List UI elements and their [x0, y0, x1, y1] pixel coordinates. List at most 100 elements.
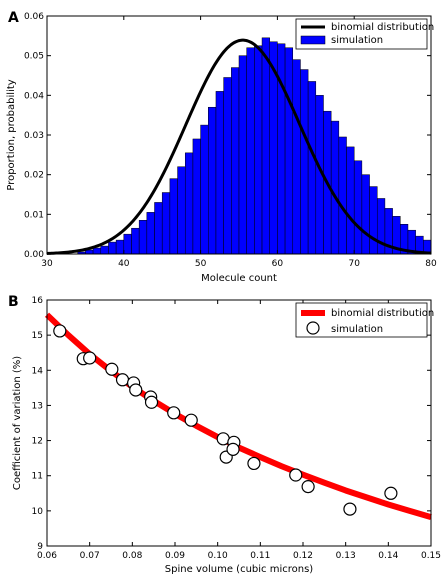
- x-tick-label: 30: [41, 259, 53, 269]
- panel-b-plot-area: [44, 312, 432, 521]
- panel-a-y-label: Proportion, probability: [6, 79, 17, 190]
- simulation-point: [343, 502, 357, 516]
- histogram-bar: [330, 120, 340, 255]
- x-tick-label: 70: [348, 259, 360, 269]
- x-tick-label: 80: [425, 259, 437, 269]
- x-tick-label: 0.06: [37, 551, 57, 561]
- simulation-point: [247, 456, 261, 471]
- panel-b-x-ticks: 0.06 0.07 0.08 0.09 0.10 0.11 0.12 0.13 0.14 0.15: [37, 300, 441, 561]
- histogram-bar: [300, 69, 309, 255]
- simulation-point: [115, 373, 130, 387]
- y-tick-label: 9: [37, 542, 43, 552]
- histogram-bar: [215, 91, 224, 255]
- y-tick-label: 0.00: [24, 250, 44, 260]
- simulation-point: [83, 351, 97, 365]
- x-tick-label: 0.12: [293, 551, 313, 561]
- simulation-point: [184, 413, 198, 427]
- histogram-bar: [100, 245, 109, 255]
- binomial-curve: [44, 312, 432, 521]
- simulation-point: [226, 442, 240, 456]
- y-tick-label: 0.05: [24, 52, 44, 62]
- y-tick-label: 10: [32, 507, 44, 517]
- x-tick-label: 0.13: [336, 551, 356, 561]
- panel-a-x-ticks: 30 40 50 60 70 80: [41, 16, 437, 269]
- panel-a-y-ticks: 0.00 0.01 0.02 0.03 0.04 0.05 0.06: [24, 12, 431, 260]
- panel-b: 0.06 0.07 0.08 0.09 0.10 0.11 0.12 0.13 0.14 0.15…: [12, 296, 441, 575]
- x-tick-label: 0.14: [378, 551, 398, 561]
- simulation-point: [167, 406, 181, 420]
- panel-a-legend-label-simulation: simulation: [331, 35, 383, 46]
- simulation-point: [384, 486, 398, 500]
- y-tick-label: 11: [32, 472, 43, 482]
- panel-a-label: A: [8, 10, 19, 26]
- y-tick-label: 15: [32, 331, 43, 341]
- panel-a-plot-area: [46, 37, 432, 255]
- simulation-point: [53, 324, 67, 338]
- x-tick-label: 0.11: [250, 551, 270, 561]
- panel-b-legend-label-simulation: simulation: [331, 324, 383, 335]
- panel-a: 30 40 50 60 70 80 0.000.010.020.030.040.050.0…: [6, 12, 437, 284]
- histogram-bar: [307, 81, 317, 255]
- simulation-point: [301, 480, 315, 494]
- panel-b-label: B: [8, 294, 19, 310]
- x-tick-label: 0.07: [80, 551, 100, 561]
- histogram-bar: [261, 37, 270, 255]
- histogram-bar: [338, 136, 347, 255]
- simulation-point: [129, 383, 143, 397]
- y-tick-label: 0.01: [24, 210, 44, 220]
- panel-b-legend-marker-swatch: [306, 321, 320, 335]
- histogram-bar: [246, 47, 255, 255]
- histogram-bar: [154, 202, 163, 255]
- y-tick-label: 12: [32, 437, 43, 447]
- histogram-bar: [200, 124, 209, 255]
- y-tick-label: 0.02: [24, 171, 44, 181]
- panel-b-frame: [46, 299, 432, 547]
- x-tick-label: 60: [272, 259, 284, 269]
- histogram-bar: [138, 220, 148, 255]
- histogram-bar: [131, 227, 140, 255]
- histogram-bar: [254, 45, 263, 255]
- binomial-curve: [46, 38, 432, 255]
- y-tick-label: 14: [32, 366, 44, 376]
- panel-a-legend: binomial distribution simulation: [295, 18, 434, 50]
- histogram-bar: [284, 47, 294, 255]
- y-tick-label: 16: [32, 296, 44, 306]
- histogram-bar: [177, 166, 186, 255]
- histogram-bar: [92, 247, 102, 255]
- panel-b-legend: binomial distribution simulation: [295, 302, 434, 338]
- simulation-point: [289, 468, 303, 482]
- y-tick-label: 13: [32, 401, 43, 411]
- histogram-bar: [184, 152, 194, 255]
- histogram-bar: [161, 192, 171, 255]
- histogram-bar: [108, 241, 117, 255]
- histogram-bar: [192, 138, 201, 255]
- y-tick-label: 0.03: [24, 131, 44, 141]
- panel-b-x-label: Spine volume (cubic microns): [165, 564, 313, 575]
- y-tick-label: 0.06: [24, 12, 44, 22]
- x-tick-label: 50: [195, 259, 207, 269]
- histogram-bar: [292, 59, 301, 255]
- x-tick-label: 0.08: [122, 551, 142, 561]
- panel-b-legend-label-binomial: binomial distribution: [331, 308, 434, 319]
- panel-b-y-ticks: 9 10 11 12 13 14 15 16: [32, 296, 431, 552]
- panel-a-legend-label-binomial: binomial distribution: [331, 22, 434, 33]
- x-tick-label: 40: [118, 259, 130, 269]
- panel-b-y-label: Coefficient of variation (%): [12, 356, 23, 490]
- histogram-bar: [208, 106, 217, 255]
- panel-a-x-label: Molecule count: [201, 273, 277, 284]
- histogram-bar: [346, 146, 355, 255]
- panel-a-legend-bar-swatch: [300, 35, 326, 45]
- histogram-bar: [169, 178, 178, 255]
- histogram-bar: [123, 233, 132, 255]
- x-tick-label: 0.10: [208, 551, 228, 561]
- histogram-bar: [353, 160, 363, 255]
- histogram-bar: [369, 186, 378, 255]
- x-tick-label: 0.09: [165, 551, 185, 561]
- histogram-bar: [115, 239, 125, 255]
- histogram-bar: [231, 67, 240, 255]
- simulation-point: [144, 395, 159, 409]
- histogram-bar: [238, 55, 247, 255]
- x-tick-label: 0.15: [421, 551, 441, 561]
- y-tick-label: 0.04: [24, 91, 44, 101]
